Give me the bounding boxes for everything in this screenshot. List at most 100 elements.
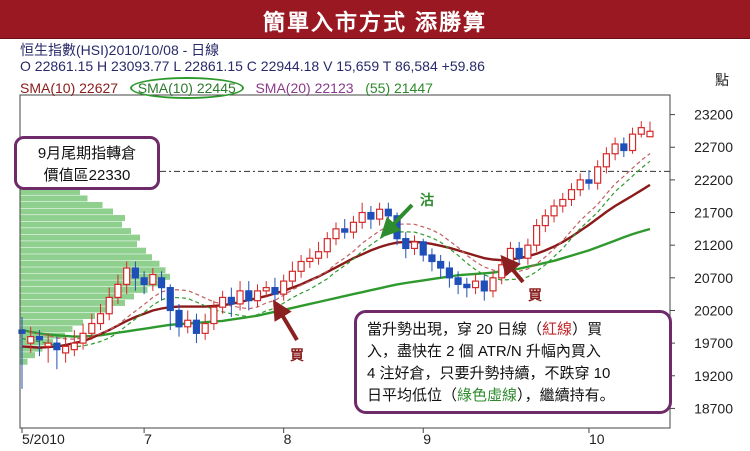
volume-profile-bar [20,313,95,319]
banner-title: 簡單入市方式 添勝算 [262,10,488,35]
candle-body [646,130,654,138]
candle-body [341,228,349,233]
volume-profile-bar [20,195,88,202]
candle-body [402,238,410,250]
buy-label-1: 買 [290,347,304,363]
volume-profile-bar [20,188,80,195]
moving-average-lines [21,153,651,349]
chart-axes: 18700 19200 19700 20200 20700 21200 21700 22200… [19,72,733,447]
candle-body [192,319,201,334]
y-tick-label: 19700 [694,335,733,351]
volume-profile-bar [20,306,110,313]
candle-body [384,208,392,217]
candle-body [236,290,244,305]
y-tick-label: 19200 [694,368,733,384]
candle-body [149,273,157,285]
volume-profile-bar [20,228,131,235]
candle-body [480,280,488,292]
volume-profile-bar [20,345,43,352]
title-banner: 簡單入市方式 添勝算 [0,0,750,39]
candle-body [131,267,139,279]
sma10-line [21,160,651,348]
candle-body [297,260,305,272]
candle-body [437,260,445,269]
candle-body [637,127,645,135]
volume-profile-bar [20,202,103,208]
x-tick-label: 8 [284,431,292,447]
y-unit-label: 點 [715,72,729,88]
candle-body [498,264,506,279]
y-tick-label: 18700 [694,400,733,416]
candle-body [79,332,87,344]
volume-profile-bar [20,254,152,261]
volume-profile-bar [20,247,146,254]
candle-body [559,198,567,207]
volume-profile-bar [20,319,83,326]
candle-body [602,153,610,168]
candle-body [332,228,340,240]
sell-label: 沽 [420,192,434,208]
sma55-line [21,227,651,338]
candle-body [445,267,453,279]
x-tick-label: 9 [423,431,431,447]
candle-body [262,287,270,292]
candle-body [314,251,323,259]
strategy-text-green-line: 綠色虛線 [457,387,518,404]
candle-body [62,345,70,354]
volume-profile-bar [20,260,160,267]
candle-body [53,342,61,351]
y-tick-label: 23200 [694,107,733,123]
strategy-text-f: 日平均低位 [367,387,443,404]
candle-body [184,319,192,328]
x-tick-label: 10 [589,431,605,447]
header-instrument: 恒生指數(HSI)2010/10/08 - 日線 [20,42,220,58]
buy-label-2: 買 [528,287,542,303]
strategy-callout: 當升勢出現，穿 20 日線（紅線）買 入，盡快在 2 個 ATR/N 升幅內買入… [354,310,672,414]
candle-body [44,342,52,347]
volume-profile-bar [20,332,65,339]
legend-sma10-red: SMA(10) 22627 [20,80,119,96]
volume-profile-bar [20,208,113,215]
volume-profile-bar [20,215,125,222]
y-tick-label: 21200 [694,237,733,253]
candle-body [271,287,279,295]
y-tick-label: 21700 [694,205,733,221]
candle-body [105,296,113,315]
candle-body [524,244,532,259]
y-tick-label: 20700 [694,270,733,286]
annotation-arrows [272,203,525,342]
x-tick-label: 5/2010 [22,431,65,447]
candle-body [454,277,462,285]
candle-body [306,257,314,263]
candle-body [219,296,227,308]
volume-profile-bar [20,273,170,280]
sell-arrow [380,203,414,238]
y-tick-label: 22700 [694,139,733,155]
volume-profile-bar [20,293,134,300]
volume-profile [20,162,170,365]
candle-body [358,211,366,223]
candle-body [489,277,497,292]
y-tick-label: 20200 [694,302,733,318]
candle-body [166,287,174,312]
candle-body [419,241,427,256]
volume-profile-bar [20,326,73,333]
legend-sma10-green: SMA(10) 22445 [129,77,244,99]
candle-body [471,280,480,289]
strategy-text-c: 買 [587,321,603,338]
volume-profile-bar [20,299,125,306]
candle-body [367,211,375,220]
volume-profile-bar [20,267,166,274]
rollover-callout-line1: 9月尾期指轉倉 [37,145,137,162]
candle-body [550,205,558,217]
candle-body [88,322,96,334]
strategy-text-h: ，繼續持有。 [524,387,615,404]
candle-body [611,143,619,155]
candle-body [175,309,183,328]
candle-body [201,322,209,334]
candle-body [376,208,384,220]
candle-body [18,329,26,334]
candle-body [70,342,78,351]
candle-body [323,238,331,253]
